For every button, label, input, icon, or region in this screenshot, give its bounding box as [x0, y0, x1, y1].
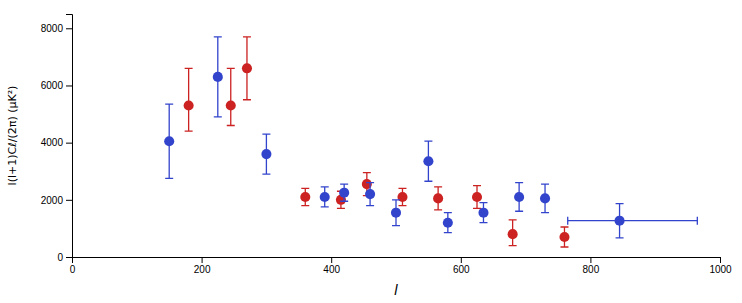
- point: [391, 208, 401, 218]
- point: [514, 192, 524, 202]
- point: [300, 192, 310, 202]
- y-tick-label: 4000: [41, 137, 64, 148]
- x-tick: 200: [194, 257, 211, 275]
- x-axis-title: l: [394, 282, 398, 298]
- x-tick-label: 800: [583, 264, 600, 275]
- point: [397, 192, 407, 202]
- point: [508, 229, 518, 239]
- point: [320, 192, 330, 202]
- y-tick: 2000: [41, 195, 72, 206]
- x-axis: 0 200 400 600 800 1000: [70, 257, 732, 275]
- x-error-bar: [568, 217, 698, 225]
- y-error-bar: [185, 68, 193, 131]
- y-tick-label: 8000: [41, 23, 64, 34]
- y-axis-line: [66, 15, 73, 258]
- point: [213, 72, 223, 82]
- y-tick: 0: [57, 252, 72, 263]
- x-tick-label: 0: [70, 264, 76, 275]
- x-tick: 800: [583, 257, 600, 275]
- y-tick-mark: [66, 143, 72, 144]
- point: [164, 136, 174, 146]
- point: [261, 149, 271, 159]
- chart: 0 200 400 600 800 1000 0 2000 4000 6000 8000 l l(l+1…: [0, 0, 742, 303]
- y-tick-mark: [66, 28, 72, 29]
- y-tick-mark: [66, 200, 72, 201]
- y-tick: 6000: [41, 80, 72, 91]
- y-tick-mark: [66, 257, 72, 258]
- x-tick-label: 400: [323, 264, 340, 275]
- plot-area: [164, 37, 697, 247]
- x-tick: 0: [70, 257, 76, 275]
- x-tick-mark: [590, 257, 591, 263]
- x-axis-line: [73, 258, 721, 264]
- x-tick-label: 600: [453, 264, 470, 275]
- x-tick: 400: [323, 257, 340, 275]
- x-tick: 1000: [709, 257, 732, 275]
- y-axis-title: l(l+1)Cℓ/(2π) (μK²): [6, 86, 19, 186]
- y-tick-mark: [66, 85, 72, 86]
- x-tick: 600: [453, 257, 470, 275]
- y-tick-label: 6000: [41, 80, 64, 91]
- y-tick-label: 2000: [41, 195, 64, 206]
- point: [478, 208, 488, 218]
- point: [184, 100, 194, 110]
- y-tick: 8000: [41, 23, 72, 34]
- point: [443, 218, 453, 228]
- x-tick-mark: [202, 257, 203, 263]
- point: [365, 189, 375, 199]
- x-tick-label: 1000: [709, 264, 732, 275]
- x-tick-mark: [720, 257, 721, 263]
- y-error-bar: [227, 68, 235, 125]
- y-axis: 0 2000 4000 6000 8000: [41, 15, 73, 263]
- y-tick: 4000: [41, 137, 72, 148]
- point: [540, 193, 550, 203]
- x-tick-label: 200: [194, 264, 211, 275]
- y-tick-label: 0: [57, 252, 63, 263]
- point: [559, 232, 569, 242]
- series: [184, 37, 570, 247]
- point: [339, 188, 349, 198]
- x-tick-mark: [461, 257, 462, 263]
- point: [423, 156, 433, 166]
- point: [242, 63, 252, 73]
- point: [472, 192, 482, 202]
- point: [226, 100, 236, 110]
- point: [433, 193, 443, 203]
- point: [615, 216, 625, 226]
- x-tick-mark: [331, 257, 332, 263]
- series: [164, 37, 697, 238]
